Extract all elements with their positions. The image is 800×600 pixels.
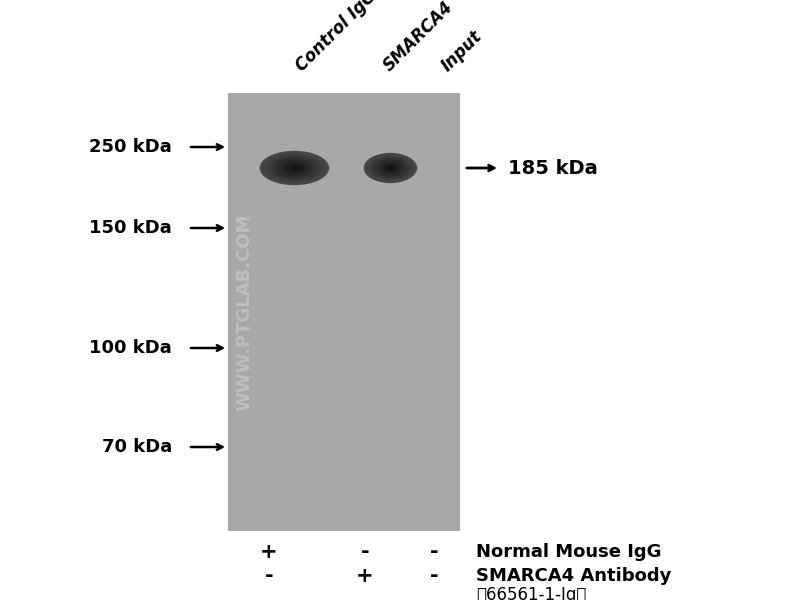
Text: -: - bbox=[430, 542, 438, 562]
Ellipse shape bbox=[276, 159, 313, 177]
Ellipse shape bbox=[269, 155, 320, 181]
Text: +: + bbox=[260, 542, 278, 562]
Ellipse shape bbox=[364, 154, 417, 182]
Ellipse shape bbox=[264, 153, 325, 183]
Ellipse shape bbox=[367, 155, 414, 181]
Ellipse shape bbox=[366, 154, 415, 182]
Text: Normal Mouse IgG: Normal Mouse IgG bbox=[476, 543, 662, 561]
Text: Input: Input bbox=[438, 27, 486, 75]
Text: -: - bbox=[361, 542, 369, 562]
Ellipse shape bbox=[386, 165, 395, 171]
Text: 185 kDa: 185 kDa bbox=[508, 158, 598, 178]
Ellipse shape bbox=[267, 155, 322, 181]
Ellipse shape bbox=[386, 166, 394, 170]
Text: （66561-1-Ig）: （66561-1-Ig） bbox=[476, 586, 586, 600]
Text: -: - bbox=[430, 566, 438, 586]
Ellipse shape bbox=[370, 157, 411, 179]
Ellipse shape bbox=[378, 161, 402, 175]
Bar bbox=[228, 93, 460, 531]
Text: Control IgG: Control IgG bbox=[292, 0, 380, 75]
Ellipse shape bbox=[274, 158, 314, 178]
Ellipse shape bbox=[388, 167, 393, 169]
Ellipse shape bbox=[278, 160, 311, 176]
Ellipse shape bbox=[384, 164, 397, 172]
Ellipse shape bbox=[372, 158, 409, 178]
Ellipse shape bbox=[260, 151, 328, 185]
Ellipse shape bbox=[374, 158, 407, 178]
Ellipse shape bbox=[288, 164, 301, 172]
Ellipse shape bbox=[282, 162, 306, 174]
Ellipse shape bbox=[293, 167, 296, 169]
Ellipse shape bbox=[270, 157, 318, 179]
Ellipse shape bbox=[284, 163, 305, 173]
Ellipse shape bbox=[291, 166, 298, 170]
Text: 100 kDa: 100 kDa bbox=[90, 339, 172, 357]
Ellipse shape bbox=[374, 160, 406, 176]
Ellipse shape bbox=[368, 156, 413, 180]
Text: 250 kDa: 250 kDa bbox=[90, 138, 172, 156]
Ellipse shape bbox=[371, 157, 410, 179]
Text: SMARCA4 Antibody: SMARCA4 Antibody bbox=[476, 567, 671, 585]
Ellipse shape bbox=[281, 161, 308, 175]
Ellipse shape bbox=[376, 160, 405, 176]
Text: 70 kDa: 70 kDa bbox=[102, 438, 172, 456]
Text: 150 kDa: 150 kDa bbox=[90, 219, 172, 237]
Ellipse shape bbox=[290, 166, 299, 170]
Ellipse shape bbox=[279, 161, 310, 175]
Ellipse shape bbox=[266, 154, 323, 182]
Text: +: + bbox=[356, 566, 374, 586]
Ellipse shape bbox=[382, 164, 398, 172]
Ellipse shape bbox=[380, 162, 401, 174]
Ellipse shape bbox=[286, 164, 303, 172]
Ellipse shape bbox=[382, 163, 399, 173]
Ellipse shape bbox=[272, 157, 317, 179]
Text: SMARCA4: SMARCA4 bbox=[380, 0, 457, 75]
Ellipse shape bbox=[389, 167, 392, 169]
Ellipse shape bbox=[378, 161, 403, 175]
Ellipse shape bbox=[262, 152, 326, 184]
Text: -: - bbox=[265, 566, 273, 586]
Text: WWW.PTGLAB.COM: WWW.PTGLAB.COM bbox=[235, 213, 253, 411]
